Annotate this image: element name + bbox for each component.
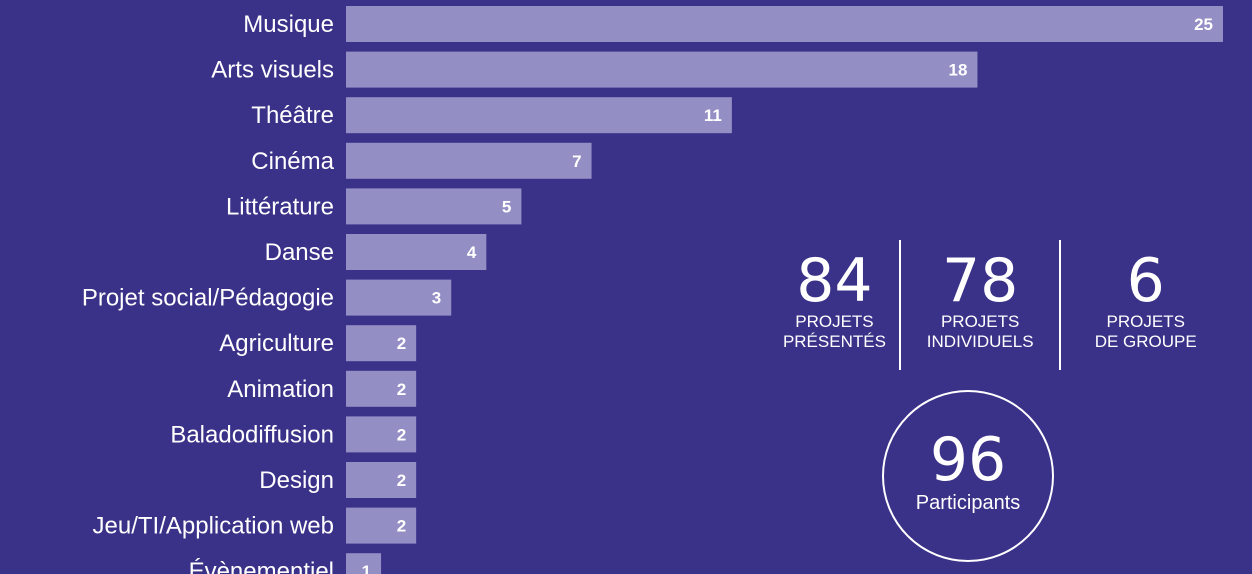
bar [346, 142, 592, 179]
bar [346, 553, 382, 574]
participants-value: 96 [929, 425, 1007, 495]
bar [346, 325, 417, 362]
category-label: Littérature [226, 193, 334, 220]
category-label: Arts visuels [211, 57, 334, 84]
stat-projets-individuels: 78 PROJETS INDIVIDUELS [901, 240, 1060, 370]
data-label: 2 [397, 517, 406, 536]
category-label: Design [259, 467, 334, 494]
category-label: Évènementiel [189, 558, 334, 574]
participants-circle: 96 Participants [882, 390, 1054, 562]
stat-label-line1: PROJETS [1106, 312, 1185, 331]
data-label: 5 [502, 197, 511, 216]
stat-label-line1: PROJETS [795, 312, 874, 331]
bar [346, 188, 522, 225]
bar [346, 97, 732, 134]
bar [346, 416, 417, 453]
data-label: 3 [432, 289, 441, 308]
stat-label-line2: INDIVIDUELS [926, 332, 1034, 351]
category-label: Jeu/TI/Application web [93, 513, 334, 540]
data-label: 1 [362, 562, 371, 574]
category-label: Projet social/Pédagogie [82, 285, 334, 312]
participants-label: Participants [915, 492, 1021, 514]
category-label: Baladodiffusion [170, 421, 334, 448]
data-label: 2 [397, 334, 406, 353]
bar [346, 51, 978, 88]
bar [346, 462, 417, 498]
divider [1059, 240, 1062, 370]
data-label: 2 [397, 425, 406, 444]
bar [346, 370, 417, 407]
stat-label-line1: PROJETS [940, 312, 1020, 331]
stat-label-line2: DE GROUPE [1094, 332, 1197, 351]
data-label: 11 [704, 106, 722, 125]
category-label: Théâtre [251, 102, 334, 129]
data-label: 4 [467, 243, 477, 262]
stat-value: 78 [941, 246, 1019, 316]
stat-value: 84 [796, 246, 873, 316]
category-label: Cinéma [251, 148, 334, 175]
project-stats: 84 PROJETS PRÉSENTÉS 78 PROJETS INDIVIDU… [770, 240, 1230, 370]
category-label: Musique [243, 11, 334, 38]
category-label: Animation [227, 376, 334, 403]
data-label: 18 [949, 61, 968, 80]
stat-value: 6 [1126, 246, 1165, 316]
bar [346, 234, 487, 270]
bar [346, 507, 417, 544]
stat-projets-de-groupe: 6 PROJETS DE GROUPE [1061, 240, 1230, 370]
data-label: 7 [572, 152, 581, 171]
stat-label-line2: PRÉSENTÉS [782, 332, 886, 351]
bar [346, 6, 1223, 42]
stat-projets-presentes: 84 PROJETS PRÉSENTÉS [770, 240, 899, 370]
data-label: 25 [1194, 15, 1213, 34]
data-label: 2 [397, 380, 406, 399]
bar [346, 279, 452, 316]
data-label: 2 [397, 471, 406, 490]
category-label: Agriculture [219, 330, 334, 357]
divider [898, 240, 901, 370]
category-label: Danse [265, 239, 334, 266]
